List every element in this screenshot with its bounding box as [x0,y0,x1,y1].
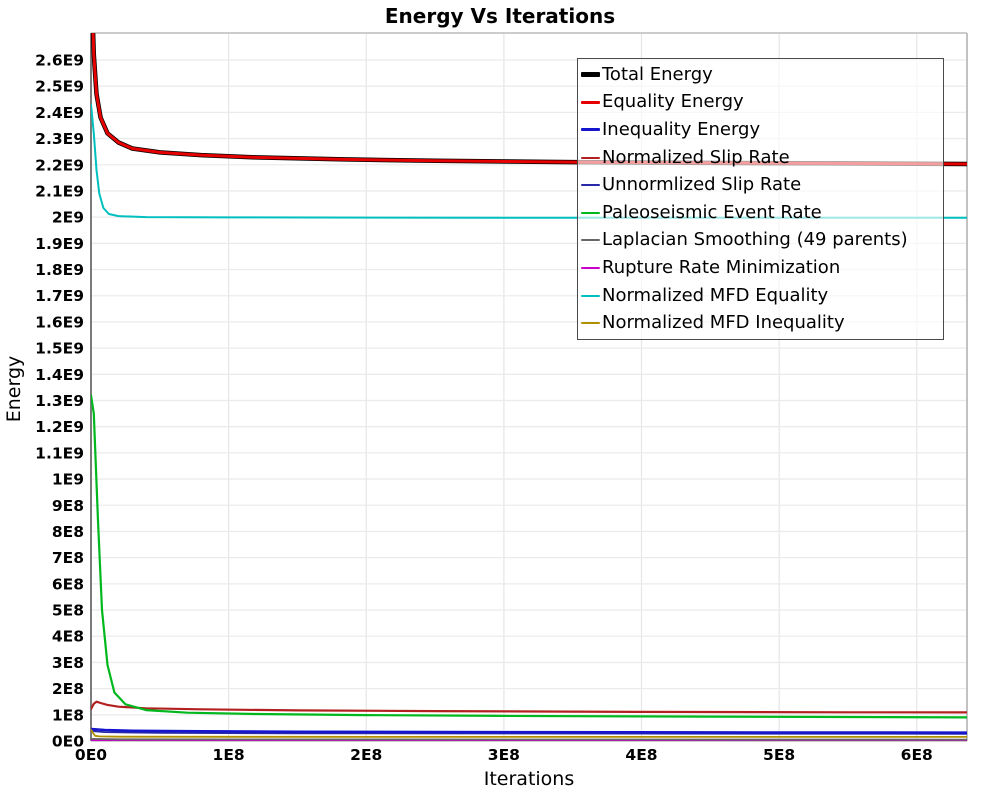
legend-item: Equality Energy [581,89,943,117]
legend-item: Laplacian Smoothing (49 parents) [581,227,943,255]
x-tick-label: 0E0 [75,746,107,764]
legend-label: Paleoseismic Event Rate [602,201,822,223]
legend-label: Equality Energy [602,91,744,113]
legend-line-swatch [581,239,600,242]
legend-item: Normalized MFD Equality [581,282,943,310]
series-laplacian-smoothing-49-parents- [91,738,967,741]
legend-label: Inequality Energy [602,118,761,140]
y-tick-label: 1E9 [52,471,84,489]
y-tick-label: 1.8E9 [35,261,84,279]
y-tick-label: 1.2E9 [35,418,84,436]
y-tick-label: 1.4E9 [35,366,84,384]
y-tick-label: 2E8 [52,680,84,698]
legend-label: Normalized MFD Equality [602,284,829,306]
legend: Total Energy Equality Energy Inequality En… [577,58,944,340]
series-unnormlized-slip-rate [91,730,967,735]
legend-label: Rupture Rate Minimization [602,256,841,278]
y-tick-label: 6E8 [52,575,84,593]
y-tick-label: 1.5E9 [35,340,84,358]
series-normalized-mfd-inequality [91,728,967,738]
y-tick-label: 2.5E9 [35,78,84,96]
y-tick-label: 2.1E9 [35,182,84,200]
legend-label: Normalized MFD Inequality [602,312,845,334]
y-tick-label: 1.9E9 [35,235,84,253]
x-tick-label: 1E8 [213,746,245,764]
legend-item: Normalized MFD Inequality [581,309,943,337]
series-normalized-slip-rate [91,700,967,714]
legend-line-swatch [581,211,600,214]
y-tick-label: 8E8 [52,523,84,541]
legend-line-swatch [581,128,600,132]
legend-label: Unnormlized Slip Rate [602,174,802,196]
y-tick-label: 7E8 [52,549,84,567]
y-tick-label: 1.3E9 [35,392,84,410]
y-tick-label: 2E9 [52,209,84,227]
legend-line-swatch [581,294,600,297]
chart-title: Energy Vs Iterations [384,4,616,28]
x-tick-label: 4E8 [625,746,657,764]
x-tick-label: 6E8 [901,746,933,764]
y-tick-label: 2.3E9 [35,130,84,148]
series-normalized-mfd-equality [91,103,967,219]
legend-item: Rupture Rate Minimization [581,254,943,282]
y-tick-label: 9E8 [52,497,84,515]
legend-item: Paleoseismic Event Rate [581,199,943,227]
y-tick-label: 2.4E9 [35,104,84,122]
y-tick-label: 5E8 [52,602,84,620]
series-inequality-energy [91,727,967,734]
x-tick-label: 5E8 [763,746,795,764]
legend-line-swatch [581,156,600,159]
series-paleoseismic-event-rate [91,394,967,719]
y-tick-label: 1.1E9 [35,444,84,462]
x-tick-label: 2E8 [350,746,382,764]
x-tick-label: 3E8 [488,746,520,764]
x-axis-title: Iterations [483,768,575,790]
legend-item: Inequality Energy [581,116,943,144]
legend-line-swatch [581,322,600,325]
legend-item: Normalized Slip Rate [581,144,943,172]
legend-line-swatch [581,266,600,269]
legend-line-swatch [581,100,600,104]
y-tick-label: 1.6E9 [35,313,84,331]
legend-item: Unnormlized Slip Rate [581,171,943,199]
legend-label: Normalized Slip Rate [602,146,790,168]
y-axis-title: Energy [3,355,25,423]
legend-label: Total Energy [602,63,713,85]
y-tick-label: 2.2E9 [35,156,84,174]
y-tick-label: 3E8 [52,654,84,672]
y-tick-label: 1E8 [52,706,84,724]
legend-label: Laplacian Smoothing (49 parents) [602,229,908,251]
y-tick-label: 1.7E9 [35,287,84,305]
legend-line-swatch [581,184,600,187]
y-tick-label: 4E8 [52,628,84,646]
y-tick-label: 2.6E9 [35,51,84,69]
legend-line-swatch [581,72,600,78]
legend-item: Total Energy [581,61,943,89]
y-tick-label: 0E0 [52,733,84,751]
